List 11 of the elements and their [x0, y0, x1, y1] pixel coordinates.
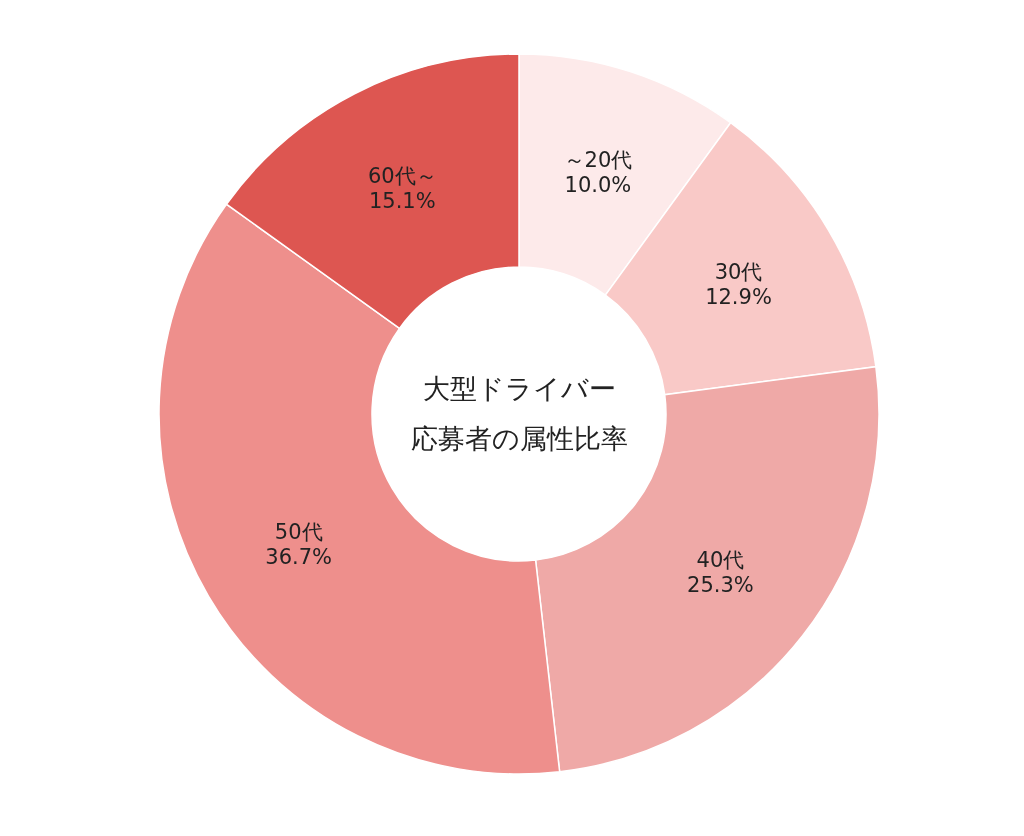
slice-label: 30代	[714, 260, 763, 285]
data-label: 15.1%	[368, 188, 436, 213]
data-label: 25.3%	[687, 573, 754, 598]
data-label: 36.7%	[265, 545, 333, 570]
slice-label: 60代～	[367, 163, 437, 188]
slice-label: 40代	[696, 548, 745, 573]
data-label: 10.0%	[564, 173, 632, 198]
slice-label: 50代	[274, 520, 323, 545]
data-label: 12.9%	[705, 285, 772, 310]
slice-label: ～20代	[563, 147, 633, 172]
text: 大型ドライバー応募者の属性比率	[410, 373, 628, 454]
